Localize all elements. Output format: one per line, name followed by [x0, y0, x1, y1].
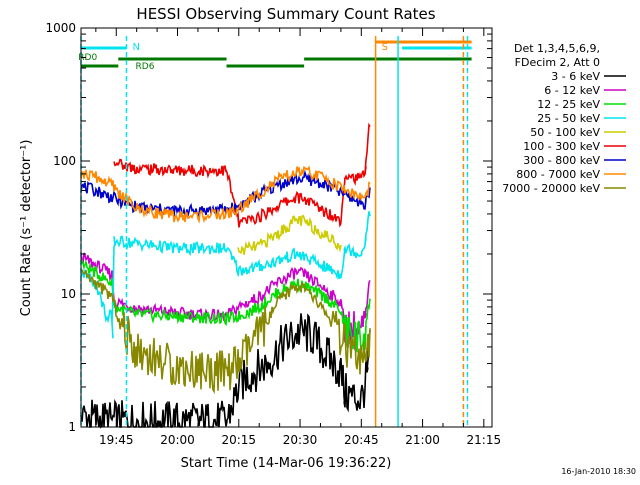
plot-frame	[80, 27, 493, 428]
series-line	[80, 313, 371, 429]
legend-label: 100 - 300 keV	[523, 140, 600, 153]
x-tick-label: 20:45	[344, 433, 379, 447]
time-marker-label: S	[382, 42, 388, 53]
x-tick-label: 21:00	[405, 433, 440, 447]
footer-timestamp: 16-Jan-2010 18:30	[561, 467, 636, 476]
time-marker-label: N	[132, 42, 139, 53]
legend-label: 800 - 7000 keV	[516, 168, 600, 181]
y-tick-label: 1	[68, 420, 76, 434]
series-line	[237, 214, 342, 255]
series-layer	[80, 122, 371, 429]
legend-header: FDecim 2, Att 0	[515, 56, 600, 69]
legend-label: 6 - 12 keV	[544, 84, 600, 97]
legend-label: 12 - 25 keV	[537, 98, 600, 111]
chart-title: HESSI Observing Summary Count Rates	[136, 5, 435, 23]
x-tick-label: 20:15	[221, 433, 256, 447]
series-line	[80, 258, 371, 353]
y-axis-label: Count Rate (s⁻¹ detector⁻¹)	[19, 140, 34, 317]
y-tick-label: 1000	[45, 21, 76, 35]
x-tick-label: 19:45	[99, 433, 134, 447]
axis-layer: 19:45 20:00 20:15 20:30 20:45 21:00 21:15 1 10 10…	[45, 21, 501, 447]
x-axis-label: Start Time (14-Mar-06 19:36:22)	[181, 456, 392, 471]
y-tick-label: 10	[61, 287, 76, 301]
flag-label-rd0: RD0	[78, 53, 97, 63]
x-tick-label: 20:30	[283, 433, 318, 447]
series-line	[80, 165, 371, 224]
series-line	[80, 269, 371, 395]
x-tick-label: 21:15	[467, 433, 502, 447]
y-tick-label: 100	[53, 154, 76, 168]
legend-label: 300 - 800 keV	[523, 154, 600, 167]
series-line	[80, 211, 371, 339]
x-tick-label: 20:00	[160, 433, 195, 447]
flag-layer: RD0 RD6	[78, 40, 472, 72]
legend-label: 3 - 6 keV	[551, 70, 600, 83]
legend: Det 1,3,4,5,6,9,FDecim 2, Att 03 - 6 keV…	[502, 42, 626, 195]
series-line	[113, 122, 371, 228]
legend-header: Det 1,3,4,5,6,9,	[514, 42, 600, 55]
legend-label: 50 - 100 keV	[530, 126, 600, 139]
flag-label-rd6: RD6	[136, 62, 155, 72]
legend-label: 25 - 50 keV	[537, 112, 600, 125]
legend-label: 7000 - 20000 keV	[502, 182, 600, 195]
